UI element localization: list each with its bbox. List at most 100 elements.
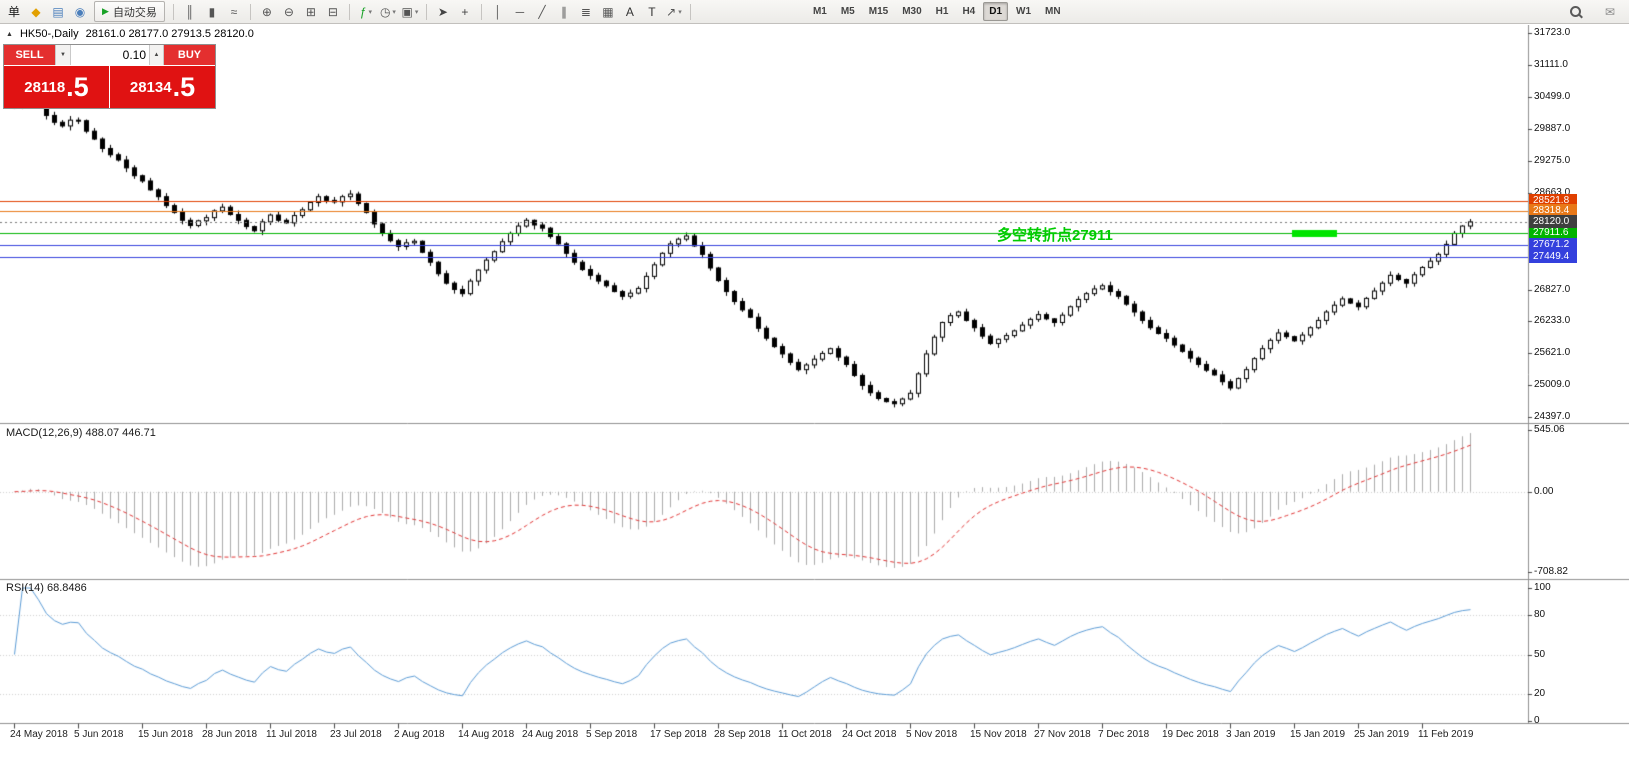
market-watch-icon[interactable]: ▤ bbox=[48, 3, 68, 21]
text-icon-glyph: A bbox=[625, 4, 634, 19]
buy-button[interactable]: BUY bbox=[164, 45, 215, 65]
date-axis[interactable]: 24 May 2018 5 Jun 2018 15 Jun 2018 28 Jun 2… bbox=[0, 723, 1629, 769]
fibonacci-icon[interactable]: ≣ bbox=[576, 3, 596, 21]
one-click-prices-row: 28118.5 28134.5 bbox=[4, 65, 215, 108]
timeframe-m5-button[interactable]: M5 bbox=[840, 6, 855, 17]
y-axis-label: 26827.0 bbox=[1534, 283, 1571, 295]
cursor-icon[interactable]: ➤ bbox=[433, 3, 453, 21]
zoom-in-icon[interactable]: ⊕ bbox=[257, 3, 277, 21]
candlestick-chart-icon[interactable]: ▮ bbox=[202, 3, 222, 21]
chart-title: ▲ HK50-,Daily 28161.0 28177.0 27913.5 28… bbox=[6, 28, 254, 40]
x-axis-label: 15 Jun 2018 bbox=[138, 729, 194, 740]
chart-symbol-label: HK50-,Daily bbox=[19, 28, 79, 40]
current-price-badge: 28120.0 bbox=[1529, 215, 1577, 228]
chart-window-icon: ▲ bbox=[6, 30, 13, 38]
x-axis-label: 15 Nov 2018 bbox=[970, 729, 1027, 740]
x-axis-label: 5 Jun 2018 bbox=[74, 729, 124, 740]
sell-price-main: 28118 bbox=[24, 78, 66, 96]
price-level-badge-4: 27671.2 bbox=[1529, 238, 1577, 251]
x-axis-label: 25 Jan 2019 bbox=[1354, 729, 1410, 740]
timeframe-mn-button[interactable]: MN bbox=[1045, 6, 1061, 17]
timeframe-h4-button[interactable]: H4 bbox=[962, 6, 976, 17]
timeframe-m15-button[interactable]: M15 bbox=[868, 6, 889, 17]
timeframe-w1-button[interactable]: W1 bbox=[1016, 6, 1032, 17]
crosshair-icon-glyph: + bbox=[461, 4, 469, 19]
x-axis-label: 14 Aug 2018 bbox=[458, 729, 515, 740]
data-window-icon-glyph: ◉ bbox=[74, 4, 86, 19]
chart-ohlc-label: 28161.0 28177.0 27913.5 28120.0 bbox=[85, 28, 254, 40]
price-level-badge-1: 28521.8 bbox=[1529, 194, 1577, 207]
line-chart-icon[interactable]: ≈ bbox=[224, 3, 244, 21]
periods-icon-glyph: ◷ bbox=[379, 4, 391, 19]
timeframe-d1-button[interactable]: D1 bbox=[983, 2, 1009, 21]
buy-price-display[interactable]: 28134.5 bbox=[110, 66, 215, 108]
x-axis-label: 7 Dec 2018 bbox=[1098, 729, 1150, 740]
chart-canvas[interactable] bbox=[0, 25, 1629, 769]
line-chart-icon-glyph: ≈ bbox=[230, 4, 238, 19]
indicators-icon[interactable]: ƒ ▾ bbox=[356, 3, 376, 21]
sell-price-display[interactable]: 28118.5 bbox=[4, 66, 109, 108]
horizontal-line-icon-glyph: ─ bbox=[515, 4, 525, 19]
timeframe-m1-button[interactable]: M1 bbox=[812, 6, 827, 17]
text-icon[interactable]: A bbox=[620, 3, 640, 21]
orders-menu-label[interactable]: 单 bbox=[8, 5, 21, 19]
equidistant-channel-icon[interactable]: ∥ bbox=[554, 3, 574, 21]
chevron-down-icon: ▾ bbox=[392, 8, 396, 16]
lot-stepper[interactable]: ▲ bbox=[149, 45, 164, 65]
x-axis-label: 23 Jul 2018 bbox=[330, 729, 382, 740]
periods-icon[interactable]: ◷ ▾ bbox=[378, 3, 398, 21]
x-axis-label: 11 Jul 2018 bbox=[266, 729, 317, 740]
macd-axis-label: 0.00 bbox=[1534, 485, 1554, 497]
indicators-icon-glyph: ƒ bbox=[359, 4, 367, 19]
mail-icon[interactable]: ✉ bbox=[1600, 3, 1620, 21]
vertical-line-icon[interactable]: │ bbox=[488, 3, 508, 21]
toolbar: 单 ◆ ▤ ◉ ▶ 自动交易 ║ ▮ ≈ ⊕ ⊖ ⊞ ⊟ ƒ ▾ ◷ ▾ ▣ ▾ ➤ + │ ─ ╱ ∥ ≣ ▦ A T ↗ ▾ M1 M5 M… bbox=[0, 0, 1629, 24]
price-level-badge-5: 27449.4 bbox=[1529, 250, 1577, 263]
sell-button[interactable]: SELL bbox=[4, 45, 55, 65]
lot-size-input[interactable] bbox=[71, 45, 149, 65]
data-window-icon[interactable]: ◉ bbox=[70, 3, 90, 21]
y-axis-label: 25621.0 bbox=[1534, 346, 1571, 358]
rsi-axis-label: 50 bbox=[1534, 648, 1546, 660]
autotrade-button[interactable]: ▶ 自动交易 bbox=[94, 1, 165, 22]
order-type-dropdown[interactable]: ▼ bbox=[55, 45, 71, 65]
tile-windows-icon-glyph: ⊞ bbox=[305, 4, 316, 19]
toolbar-timeframes-group: M1 M5 M15 M30 H1 H4 D1 W1 MN bbox=[806, 0, 1068, 23]
bar-chart-icon[interactable]: ║ bbox=[180, 3, 200, 21]
play-icon: ▶ bbox=[102, 6, 109, 16]
timeframe-m30-button[interactable]: M30 bbox=[902, 6, 922, 17]
price-level-badge-2: 28318.4 bbox=[1529, 204, 1577, 217]
trendline-icon[interactable]: ╱ bbox=[532, 3, 552, 21]
zoom-out-icon[interactable]: ⊖ bbox=[279, 3, 299, 21]
toolbar-separator bbox=[480, 3, 482, 20]
x-axis-label: 24 Aug 2018 bbox=[522, 729, 579, 740]
cycle-lines-icon-glyph: ▦ bbox=[602, 4, 614, 19]
trendline-icon-glyph: ╱ bbox=[538, 4, 546, 19]
horizontal-line-icon[interactable]: ─ bbox=[510, 3, 530, 21]
new-order-icon[interactable]: ◆ bbox=[26, 3, 46, 21]
cycle-lines-icon[interactable]: ▦ bbox=[598, 3, 618, 21]
price-axis[interactable]: 31723.0 31111.0 30499.0 29887.0 29275.0 28663… bbox=[1529, 25, 1629, 748]
one-click-trading-panel: SELL ▼ ▲ BUY 28118.5 28134.5 bbox=[3, 44, 216, 109]
rsi-indicator-label: RSI(14) 68.8486 bbox=[6, 582, 87, 594]
chart-annotation-text: 多空转折点27911 bbox=[997, 227, 1113, 244]
x-axis-label: 11 Oct 2018 bbox=[778, 729, 832, 740]
rsi-axis-label: 0 bbox=[1534, 715, 1540, 726]
timeframe-h1-button[interactable]: H1 bbox=[935, 6, 949, 17]
fibonacci-icon-glyph: ≣ bbox=[580, 4, 591, 19]
x-axis-label: 24 Oct 2018 bbox=[842, 729, 897, 740]
x-axis-label: 2 Aug 2018 bbox=[394, 729, 445, 740]
text-label-icon[interactable]: T bbox=[642, 3, 662, 21]
arrow-tools-icon[interactable]: ↗ ▾ bbox=[664, 3, 684, 21]
new-order-icon-glyph: ◆ bbox=[31, 4, 41, 19]
tile-windows-icon[interactable]: ⊞ bbox=[301, 3, 321, 21]
x-axis-label: 5 Nov 2018 bbox=[906, 729, 958, 740]
search-icon bbox=[1570, 6, 1582, 18]
arrange-windows-icon[interactable]: ⊟ bbox=[323, 3, 343, 21]
y-axis-label: 24397.0 bbox=[1534, 411, 1571, 422]
crosshair-icon[interactable]: + bbox=[455, 3, 475, 21]
templates-icon[interactable]: ▣ ▾ bbox=[400, 3, 420, 21]
candlestick-chart-icon-glyph: ▮ bbox=[208, 4, 216, 19]
x-axis-label: 15 Jan 2019 bbox=[1290, 729, 1346, 740]
search-icon[interactable] bbox=[1566, 3, 1586, 21]
